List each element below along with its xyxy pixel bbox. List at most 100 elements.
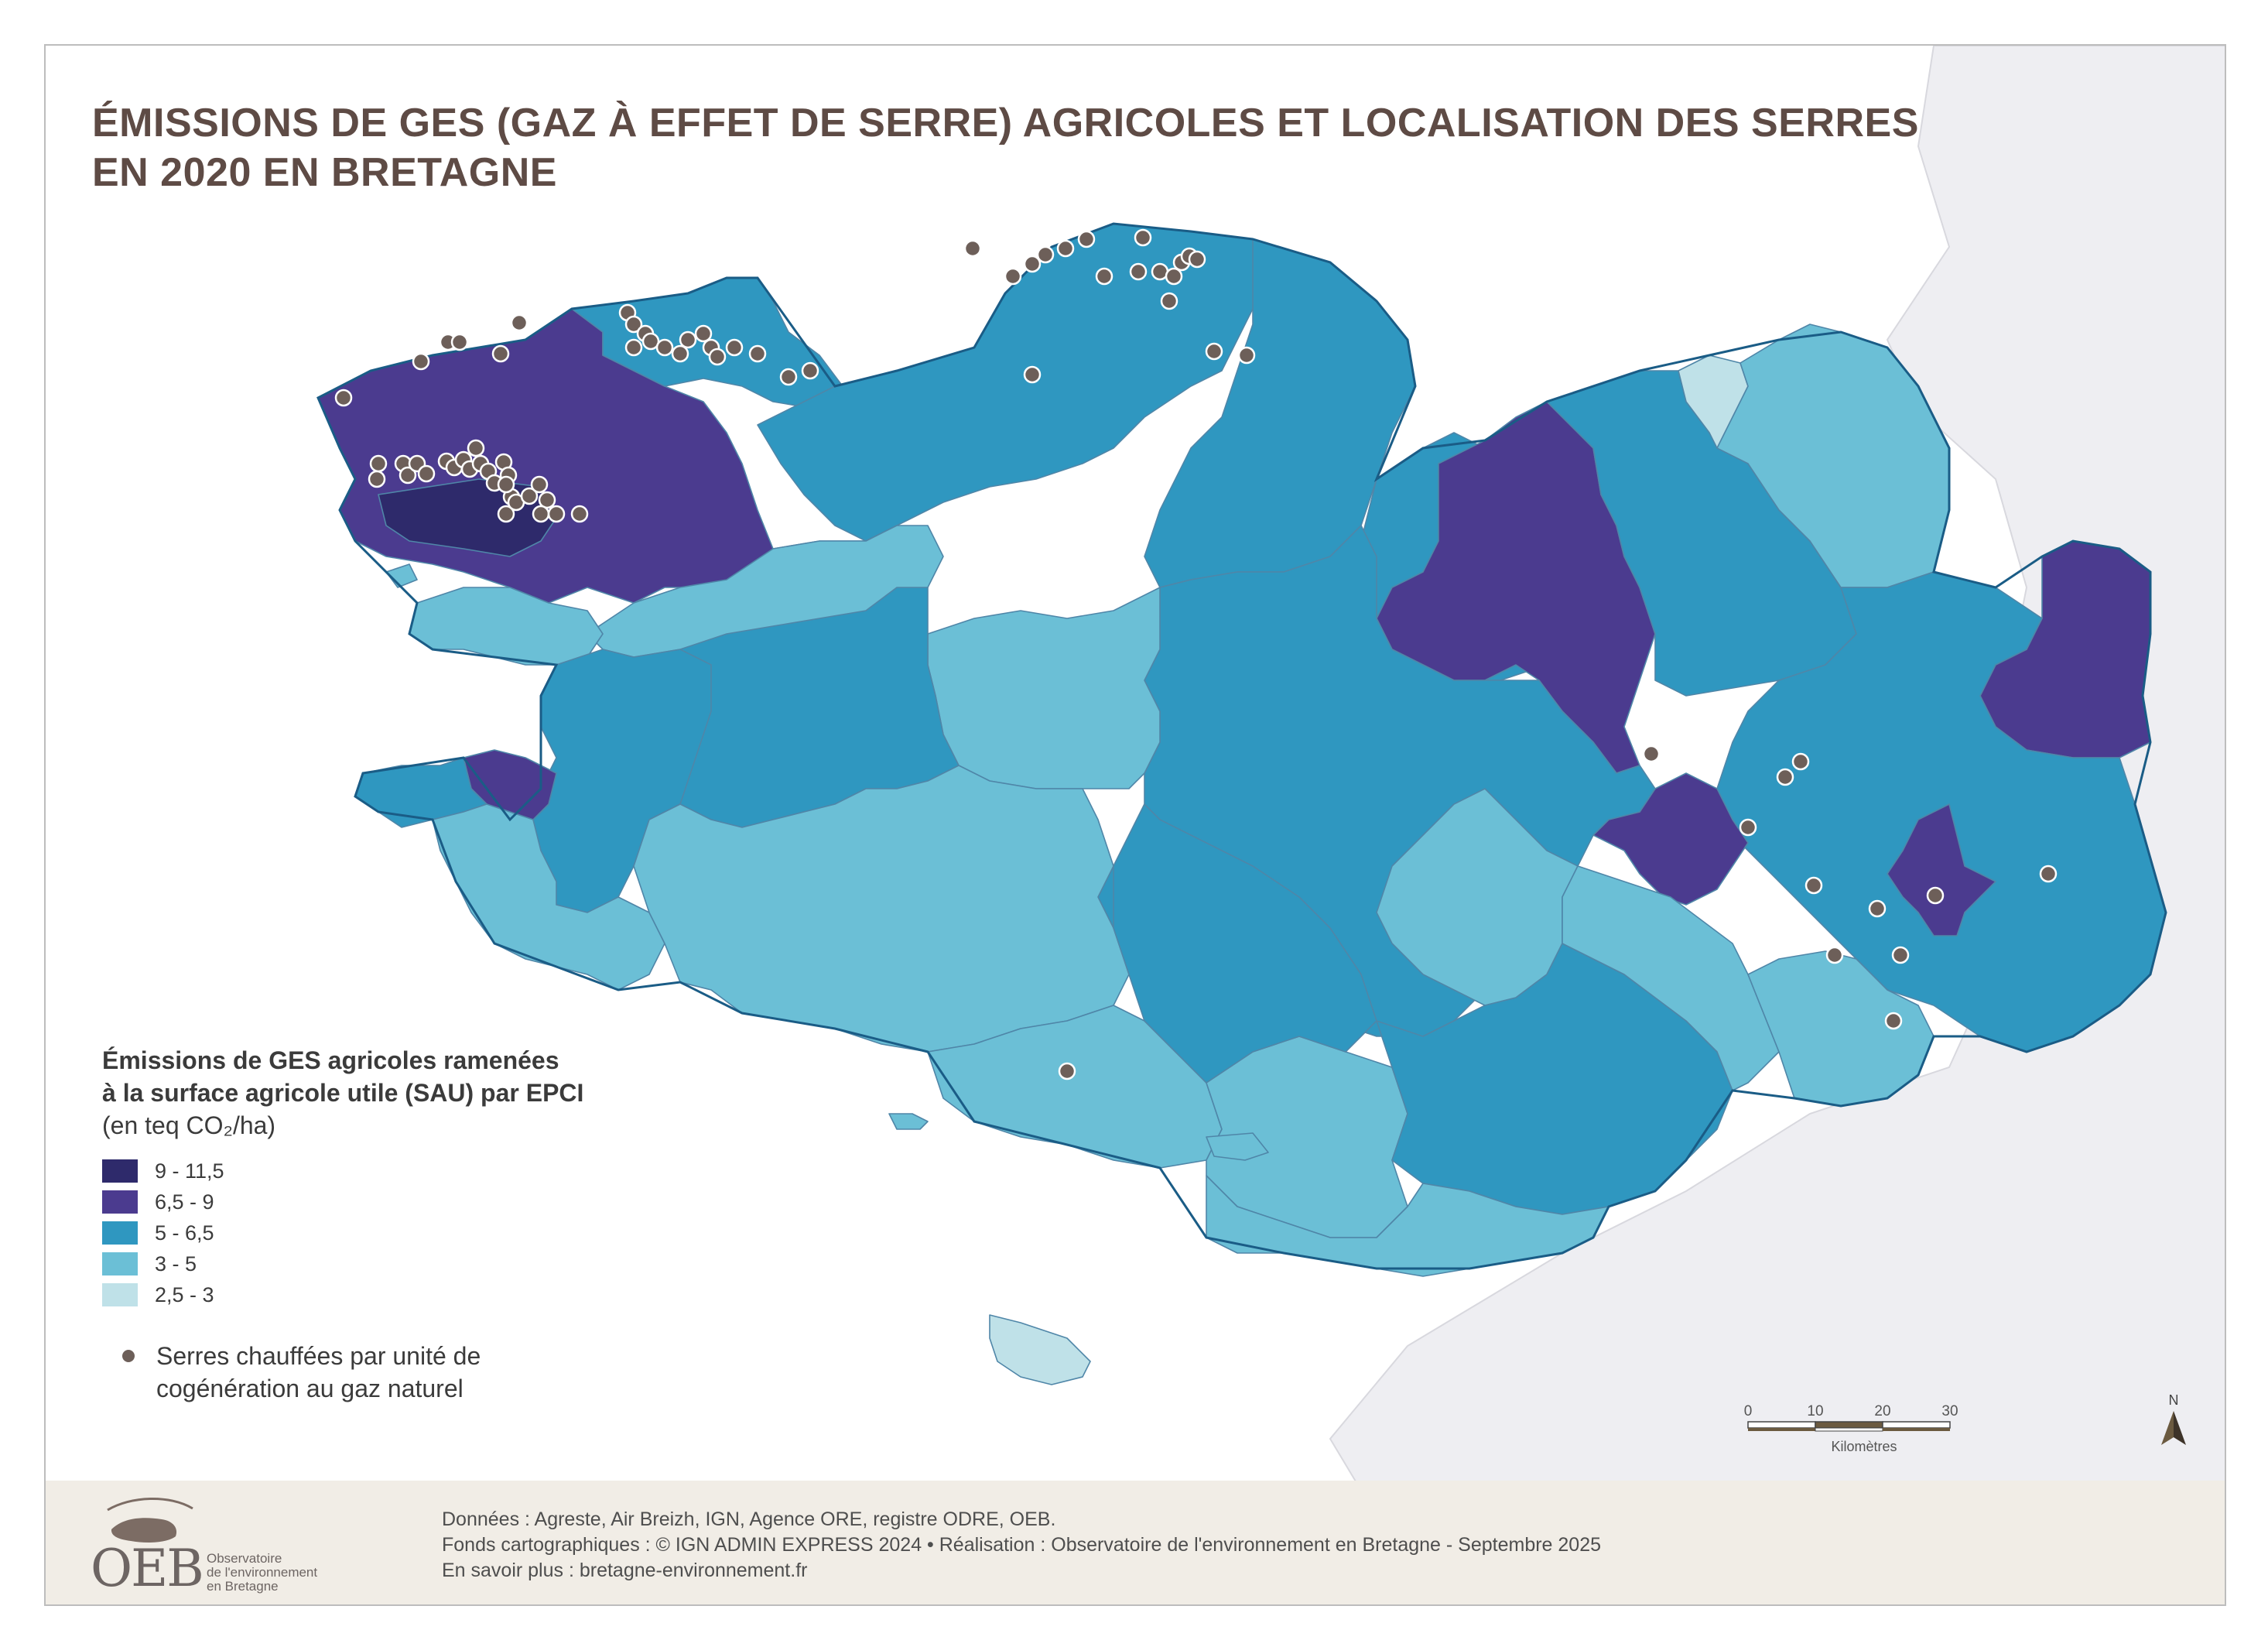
legend-label: 3 - 5 xyxy=(155,1252,197,1275)
greenhouse-point xyxy=(748,344,767,363)
greenhouse-point xyxy=(497,475,515,494)
north-arrow: N xyxy=(2161,1392,2186,1445)
greenhouse-point xyxy=(1237,346,1256,365)
epci-region xyxy=(927,587,1161,789)
map-canvas xyxy=(316,46,2225,1604)
legend-swatch xyxy=(102,1221,138,1245)
greenhouse-point xyxy=(1188,250,1206,269)
greenhouse-point xyxy=(641,332,660,351)
greenhouse-point xyxy=(467,439,485,457)
north-arrow-label: N xyxy=(2169,1392,2179,1408)
legend-title-line-1: Émissions de GES agricoles ramenées xyxy=(102,1046,559,1074)
greenhouse-point xyxy=(1642,745,1661,763)
legend-item: 3 - 5 xyxy=(102,1248,659,1279)
greenhouse-point xyxy=(1776,768,1794,786)
island xyxy=(989,1314,1091,1385)
island xyxy=(1206,1132,1269,1161)
legend-label: 2,5 - 3 xyxy=(155,1282,214,1306)
epci-region xyxy=(1887,803,1996,936)
legend-classes: 9 - 11,5 6,5 - 9 5 - 6,5 3 - 5 2,5 - 3 xyxy=(102,1156,659,1310)
greenhouse-point xyxy=(1891,946,1910,964)
oeb-logo: OEB Observatoire de l'environnement en B… xyxy=(91,1497,317,1595)
legend-point-label-line-2: cogénération au gaz naturel xyxy=(156,1375,464,1402)
greenhouse-point xyxy=(1926,886,1945,905)
title-line-2: EN 2020 EN BRETAGNE xyxy=(92,150,557,195)
greenhouse-point xyxy=(538,491,556,509)
credit-data-sources: Données : Agreste, Air Breizh, IGN, Agen… xyxy=(442,1508,1056,1530)
scale-unit-label: Kilomètres xyxy=(1831,1439,1897,1454)
legend-item: 2,5 - 3 xyxy=(102,1279,659,1310)
greenhouse-point xyxy=(1739,818,1757,837)
legend-title-line-2: à la surface agricole utile (SAU) par EP… xyxy=(102,1079,584,1107)
greenhouse-point xyxy=(1134,228,1152,247)
legend-title: Émissions de GES agricoles ramenées à la… xyxy=(102,1044,659,1109)
logo-subtitle-line-2: de l'environnement xyxy=(207,1565,317,1580)
greenhouse-point xyxy=(547,505,566,523)
greenhouse-point xyxy=(1095,267,1113,286)
logo-wordmark: OEB xyxy=(91,1539,203,1595)
greenhouse-point xyxy=(1825,946,1844,964)
credit-base-maps: Fonds cartographiques : © IGN ADMIN EXPR… xyxy=(442,1534,1602,1556)
legend-item: 5 - 6,5 xyxy=(102,1217,659,1248)
greenhouse-point xyxy=(334,389,353,407)
greenhouse-point xyxy=(1056,239,1075,258)
epci-region xyxy=(409,587,604,666)
scale-bar: 0 10 20 30 Kilomètres xyxy=(1744,1403,1958,1454)
greenhouse-point xyxy=(532,505,550,523)
greenhouse-point xyxy=(1804,876,1823,895)
footer: OEB Observatoire de l'environnement en B… xyxy=(46,1481,2225,1604)
greenhouse-point xyxy=(1023,365,1042,384)
greenhouse-point xyxy=(694,324,713,343)
greenhouse-point xyxy=(1077,230,1096,248)
legend-point-symbol xyxy=(122,1350,135,1362)
greenhouse-point xyxy=(570,505,589,523)
greenhouse-point xyxy=(2039,865,2058,883)
greenhouse-point xyxy=(624,315,643,334)
legend-point-label: Serres chauffées par unité de cogénérati… xyxy=(156,1340,481,1405)
greenhouse-point xyxy=(1129,262,1148,281)
scale-tick-label: 30 xyxy=(1941,1403,1958,1419)
island xyxy=(888,1113,929,1130)
greenhouse-point xyxy=(1884,1012,1903,1030)
greenhouse-point xyxy=(412,352,430,371)
legend-item: 6,5 - 9 xyxy=(102,1186,659,1217)
legend: Émissions de GES agricoles ramenées à la… xyxy=(102,1044,659,1405)
map-frame: ÉMISSIONS DE GES (GAZ À EFFET DE SERRE) … xyxy=(44,44,2226,1606)
greenhouse-point xyxy=(1205,342,1223,361)
scale-tick-label: 10 xyxy=(1807,1403,1823,1419)
greenhouse-point xyxy=(368,470,386,488)
map-title: ÉMISSIONS DE GES (GAZ À EFFET DE SERRE) … xyxy=(92,98,1949,197)
scale-tick-label: 20 xyxy=(1874,1403,1890,1419)
greenhouse-point xyxy=(520,487,539,505)
legend-point-item: Serres chauffées par unité de cogénérati… xyxy=(102,1340,659,1405)
greenhouse-point xyxy=(1023,255,1042,273)
greenhouse-point xyxy=(725,338,744,357)
greenhouse-point xyxy=(679,330,697,349)
greenhouse-point xyxy=(530,475,549,494)
legend-label: 9 - 11,5 xyxy=(155,1159,224,1183)
greenhouse-point xyxy=(491,344,510,363)
greenhouse-point xyxy=(369,454,388,473)
credits: Données : Agreste, Air Breizh, IGN, Agen… xyxy=(442,1507,1601,1584)
greenhouse-point xyxy=(450,333,469,351)
greenhouse-point xyxy=(1058,1062,1076,1080)
legend-swatch xyxy=(102,1283,138,1306)
scale-tick-label: 0 xyxy=(1744,1403,1753,1419)
greenhouse-point xyxy=(1165,267,1183,286)
legend-label: 5 - 6,5 xyxy=(155,1221,214,1245)
legend-swatch xyxy=(102,1252,138,1275)
logo-subtitle-line-3: en Bretagne xyxy=(207,1579,279,1594)
greenhouse-point xyxy=(1036,245,1055,264)
legend-point-label-line-1: Serres chauffées par unité de xyxy=(156,1342,481,1370)
greenhouse-point xyxy=(1868,899,1887,918)
legend-unit: (en teq CO₂/ha) xyxy=(102,1111,276,1139)
credit-more-info[interactable]: En savoir plus : bretagne-environnement.… xyxy=(442,1560,808,1581)
greenhouse-point xyxy=(801,361,819,380)
greenhouse-point xyxy=(779,368,798,386)
greenhouse-point xyxy=(497,505,515,523)
greenhouse-point xyxy=(510,313,529,332)
greenhouse-point xyxy=(708,348,727,366)
greenhouse-point xyxy=(1791,752,1810,771)
greenhouse-point xyxy=(624,338,643,357)
epci-region xyxy=(633,765,1130,1053)
